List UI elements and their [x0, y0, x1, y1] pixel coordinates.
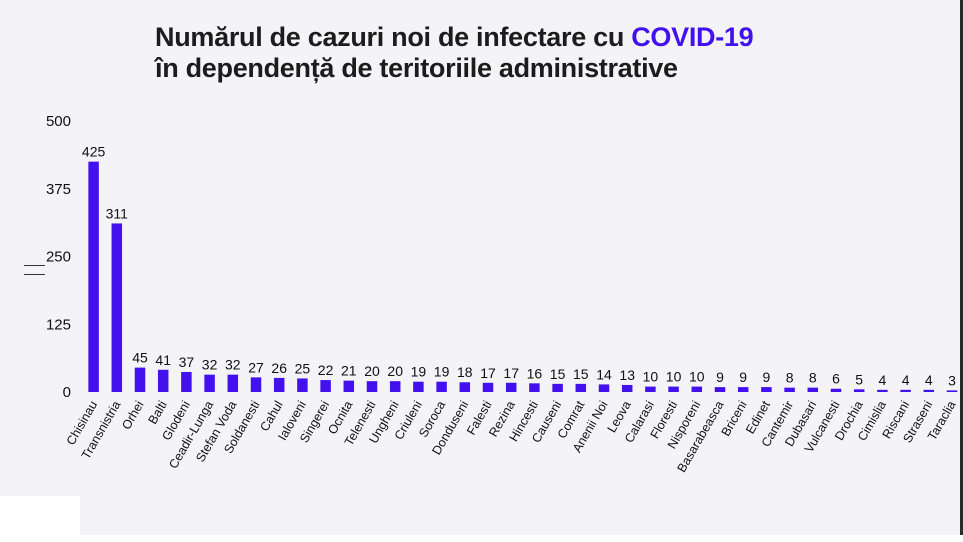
- data-label: 15: [573, 366, 589, 382]
- bar: [668, 386, 679, 392]
- bar: [227, 374, 239, 392]
- data-label: 8: [786, 370, 794, 386]
- bar: [436, 381, 447, 392]
- bar: [389, 381, 401, 392]
- window-edge: [960, 0, 963, 535]
- data-label: 9: [716, 369, 724, 385]
- bar: [111, 223, 123, 392]
- y-axis: 0 125 250 375 500: [46, 113, 71, 401]
- bar: [88, 161, 99, 392]
- bar: [552, 383, 563, 392]
- y-tick-label: 500: [46, 113, 71, 130]
- data-label: 41: [155, 352, 171, 368]
- x-axis: ChisinauTransnistriaOrheiBaltiGlodeniCea…: [64, 398, 959, 475]
- title-line2-text: în dependență de teritoriile administrat…: [155, 53, 678, 83]
- data-label: 10: [689, 369, 705, 385]
- x-tick-label: Orhei: [119, 399, 146, 432]
- bar-series: [88, 161, 958, 392]
- data-label: 10: [666, 369, 682, 385]
- bar: [645, 386, 656, 392]
- bar: [946, 390, 958, 392]
- data-label: 45: [132, 350, 148, 366]
- data-label: 9: [739, 369, 747, 385]
- slide-corner: [0, 496, 80, 542]
- data-label: 311: [106, 205, 129, 221]
- bar: [204, 374, 215, 392]
- bar: [482, 382, 494, 392]
- data-label: 9: [763, 369, 771, 385]
- data-label: 18: [457, 364, 473, 380]
- data-label: 13: [619, 367, 635, 383]
- data-label: 21: [341, 363, 357, 379]
- bar: [157, 369, 169, 392]
- data-label: 17: [503, 365, 519, 381]
- bar: [181, 371, 192, 392]
- bar: [459, 382, 471, 392]
- bar: [413, 381, 424, 392]
- bar: [273, 377, 285, 392]
- data-label: 4: [902, 372, 910, 388]
- data-label: 16: [527, 365, 543, 381]
- data-label: 37: [179, 354, 195, 370]
- data-label: 27: [248, 359, 264, 375]
- bar: [250, 377, 262, 392]
- bar: [784, 387, 795, 392]
- data-label: 19: [434, 364, 450, 380]
- data-label: 20: [387, 363, 403, 379]
- bar: [529, 383, 540, 392]
- bar: [761, 387, 772, 392]
- data-label: 3: [948, 372, 956, 388]
- y-tick-label: 0: [63, 384, 71, 401]
- bar: [343, 380, 355, 392]
- bar: [807, 387, 819, 392]
- bar: [853, 389, 865, 392]
- y-tick-label: 375: [46, 181, 71, 198]
- data-label: 26: [271, 360, 287, 376]
- title-accent: COVID-19: [631, 22, 754, 52]
- data-label: 20: [364, 363, 380, 379]
- data-label: 5: [855, 371, 863, 387]
- bar: [320, 380, 331, 392]
- data-label: 4: [879, 372, 887, 388]
- bar: [505, 382, 517, 392]
- data-label: 6: [832, 371, 840, 387]
- bar: [366, 381, 378, 392]
- legend-marker: [24, 265, 45, 275]
- y-tick-label: 125: [46, 316, 71, 333]
- y-tick-label: 250: [46, 249, 71, 266]
- bar: [714, 387, 726, 392]
- bar: [598, 384, 610, 392]
- data-label: 22: [318, 362, 334, 378]
- bar: [923, 389, 935, 392]
- data-label: 14: [596, 366, 612, 382]
- title-line1-text: Numărul de cazuri noi de infectare cu: [155, 22, 632, 52]
- bar: [297, 378, 308, 392]
- data-label: 10: [643, 369, 659, 385]
- bar: [877, 389, 888, 392]
- chart-title: Numărul de cazuri noi de infectare cu CO…: [155, 22, 754, 84]
- bar: [691, 386, 703, 392]
- data-label: 32: [225, 357, 241, 373]
- bar: [621, 384, 633, 392]
- bar: [737, 387, 749, 392]
- data-label: 19: [411, 364, 427, 380]
- bar: [575, 383, 587, 392]
- bar: [830, 388, 842, 392]
- bar: [134, 367, 146, 392]
- data-label: 25: [295, 360, 311, 376]
- data-label: 17: [480, 365, 496, 381]
- data-label: 15: [550, 366, 566, 382]
- bar: [900, 389, 911, 392]
- data-label: 8: [809, 370, 817, 386]
- data-label: 32: [202, 357, 218, 373]
- data-label: 425: [82, 144, 106, 160]
- data-label: 4: [925, 372, 933, 388]
